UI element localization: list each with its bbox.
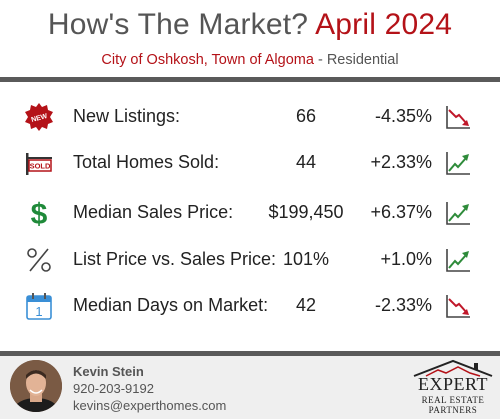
new-badge-text: NEW [31, 113, 49, 124]
metric-row-new-listings: NEW New Listings: 66 -4.35% [0, 98, 500, 138]
brand-logo: EXPERT REAL ESTATE PARTNERS [410, 358, 496, 418]
subtitle-separator: - [313, 52, 327, 68]
sold-sign-icon: SOLD [26, 153, 52, 175]
metric-row-median-sales-price: $ Median Sales Price: $199,450 +6.37% [0, 194, 500, 234]
metric-value: 44 [295, 152, 317, 172]
metric-change: +1.0% [380, 249, 432, 269]
agent-name: Kevin Stein [73, 364, 144, 379]
sold-sign-text: SOLD [30, 162, 51, 171]
dollar-icon: $ [31, 198, 48, 228]
trend-down-icon [446, 295, 470, 318]
page-subtitle: City of Oshkosh, Town of Algoma - Reside… [0, 52, 500, 68]
page-title: How's The Market? April 2024 [0, 8, 500, 42]
agent-footer: Kevin Stein 920-203-9192 kevins@expertho… [0, 356, 500, 419]
metric-change: +6.37% [370, 202, 432, 222]
metric-change: -4.35% [374, 106, 432, 126]
brand-name: EXPERT [418, 374, 488, 394]
location-text: City of Oshkosh, Town of Algoma [101, 52, 314, 68]
bottom-divider [0, 351, 500, 356]
percent-icon [27, 248, 51, 272]
trend-up-icon [446, 202, 470, 225]
metric-row-list-vs-sales-price: List Price vs. Sales Price: 101% +1.0% [0, 241, 500, 281]
new-badge-icon: NEW [25, 103, 53, 131]
brand-tagline-1: REAL ESTATE [421, 395, 485, 405]
top-divider [0, 77, 500, 82]
brand-tagline-2: PARTNERS [428, 405, 478, 415]
metric-value: 42 [295, 295, 317, 315]
house-roof-icon [413, 359, 493, 377]
category-text: Residential [326, 52, 399, 68]
title-main: How's The Market? [47, 8, 309, 41]
metric-value: $199,450 [268, 202, 344, 222]
agent-email[interactable]: kevins@experthomes.com [73, 398, 227, 413]
svg-text:$: $ [31, 198, 48, 228]
title-month: April 2024 [315, 8, 453, 41]
metric-row-total-homes-sold: SOLD Total Homes Sold: 44 +2.33% [0, 144, 500, 184]
metric-change: +2.33% [370, 152, 432, 172]
trend-down-icon [446, 106, 470, 129]
metric-value: 101% [282, 249, 330, 269]
metric-label: New Listings: [73, 106, 181, 126]
metric-label: Total Homes Sold: [73, 152, 220, 172]
metric-label: List Price vs. Sales Price: [73, 249, 277, 269]
agent-photo [10, 360, 62, 412]
trend-up-icon [446, 249, 470, 272]
trend-up-icon [446, 152, 470, 175]
metric-label: Median Days on Market: [73, 295, 269, 315]
metric-change: -2.33% [374, 295, 432, 315]
metric-label: Median Sales Price: [73, 202, 234, 222]
avatar [10, 360, 62, 412]
agent-phone[interactable]: 920-203-9192 [73, 381, 154, 396]
metric-value: 66 [295, 106, 317, 126]
calendar-day-text: 1 [35, 304, 42, 319]
calendar-icon: 1 [26, 293, 52, 320]
metric-row-median-days-on-market: 1 Median Days on Market: 42 -2.33% [0, 287, 500, 327]
